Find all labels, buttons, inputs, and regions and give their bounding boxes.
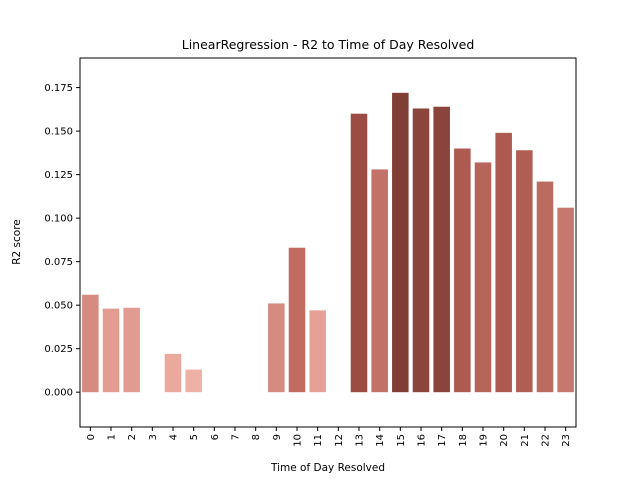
y-tick-label: 0.125 — [44, 170, 73, 181]
bar-9 — [268, 303, 285, 393]
x-tick-label: 14 — [375, 434, 386, 447]
x-tick-label: 0 — [86, 434, 97, 440]
bar-23 — [557, 207, 574, 393]
x-tick-label: 12 — [334, 434, 345, 447]
y-axis-ticks: 0.000 0.025 0.050 0.075 0.100 0.125 0.150 0.175 — [44, 83, 80, 399]
y-tick-label: 0.175 — [44, 83, 73, 94]
bar-2 — [123, 307, 140, 393]
x-tick-label: 8 — [251, 434, 262, 440]
x-tick-label: 18 — [458, 434, 469, 447]
bars-group — [82, 92, 574, 393]
bar-19 — [474, 162, 492, 393]
bar-0 — [82, 294, 99, 393]
bar-1 — [102, 308, 120, 393]
x-tick-label: 15 — [396, 434, 407, 447]
bar-21 — [516, 150, 533, 393]
bar-22 — [536, 181, 554, 393]
chart-title: LinearRegression - R2 to Time of Day Res… — [182, 37, 475, 52]
x-tick-label: 9 — [272, 434, 283, 440]
x-tick-label: 6 — [210, 434, 221, 440]
x-tick-label: 3 — [148, 434, 159, 440]
x-tick-label: 13 — [355, 434, 366, 447]
bar-4 — [164, 353, 182, 393]
x-tick-label: 21 — [520, 434, 531, 447]
x-tick-label: 4 — [169, 434, 180, 440]
y-tick-label: 0.050 — [44, 301, 73, 312]
x-tick-label: 23 — [561, 434, 572, 447]
bar-13 — [350, 113, 368, 393]
x-tick-label: 7 — [231, 434, 242, 440]
x-axis-ticks: 0 1 2 3 4 5 6 7 8 9 10 11 12 13 14 15 16 17 18 19 20 21 22 23 — [86, 427, 572, 447]
y-tick-label: 0.000 — [44, 388, 73, 399]
x-tick-label: 1 — [107, 434, 118, 440]
x-tick-label: 17 — [437, 434, 448, 447]
x-tick-label: 2 — [127, 434, 138, 440]
plot-area-frame — [79, 57, 577, 428]
y-axis-label: R2 score — [11, 219, 23, 265]
x-tick-label: 19 — [479, 434, 490, 447]
y-tick-label: 0.150 — [44, 127, 73, 138]
x-tick-label: 10 — [293, 434, 304, 447]
bar-16 — [412, 108, 430, 393]
bar-10 — [288, 247, 306, 393]
x-tick-label: 5 — [189, 434, 200, 440]
bar-20 — [495, 132, 512, 393]
y-tick-label: 0.025 — [44, 344, 73, 355]
x-tick-label: 11 — [313, 434, 324, 447]
bar-11 — [309, 310, 326, 393]
bar-15 — [392, 92, 409, 393]
bar-17 — [433, 106, 450, 393]
x-tick-label: 22 — [541, 434, 552, 447]
x-tick-label: 20 — [499, 434, 510, 447]
bar-14 — [371, 169, 388, 393]
bar-18 — [454, 148, 471, 393]
x-axis-label: Time of Day Resolved — [270, 462, 385, 474]
x-tick-label: 16 — [417, 434, 428, 447]
y-tick-label: 0.075 — [44, 257, 73, 268]
y-tick-label: 0.100 — [44, 214, 73, 225]
bar-5 — [185, 369, 202, 393]
